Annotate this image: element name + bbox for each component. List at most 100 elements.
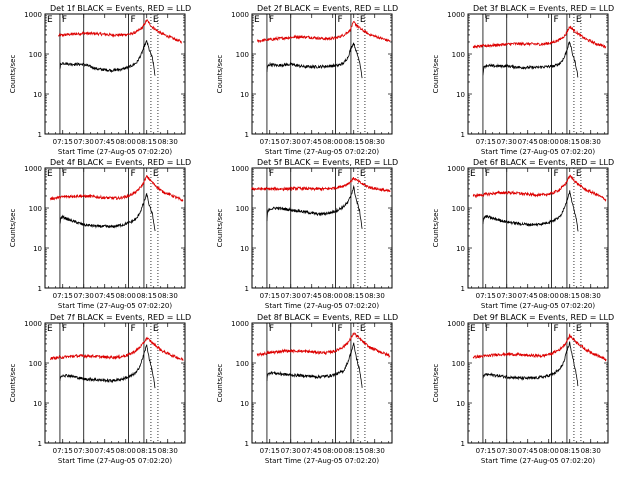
interval-label: F bbox=[131, 169, 136, 179]
x-tick-label: 07:30 bbox=[281, 447, 301, 455]
plot-frame bbox=[251, 13, 393, 135]
x-axis-label: Start Time (27-Aug-05 07:02:20) bbox=[481, 148, 595, 156]
panel-title: Det 6f BLACK = Events, RED = LLD bbox=[473, 158, 614, 167]
y-tick-label: 10 bbox=[33, 400, 42, 408]
interval-label: F bbox=[485, 169, 490, 179]
y-tick-label: 1 bbox=[461, 440, 465, 448]
x-tick-label: 07:45 bbox=[95, 292, 115, 300]
x-tick-label: 08:30 bbox=[581, 447, 601, 455]
x-axis-label: Start Time (27-Aug-05 07:02:20) bbox=[265, 148, 379, 156]
interval-label: E bbox=[360, 169, 366, 179]
x-tick-label: 07:30 bbox=[281, 292, 301, 300]
x-axis-label: Start Time (27-Aug-05 07:02:20) bbox=[481, 302, 595, 310]
x-tick-label: 07:15 bbox=[53, 138, 73, 146]
plot-frame bbox=[44, 322, 186, 444]
x-tick-label: 07:45 bbox=[518, 447, 538, 455]
y-axis-label: Counts/sec bbox=[216, 209, 224, 248]
y-axis-label: Counts/sec bbox=[216, 55, 224, 94]
x-axis-label: Start Time (27-Aug-05 07:02:20) bbox=[481, 457, 595, 465]
y-tick-label: 1000 bbox=[24, 320, 42, 328]
y-tick-label: 10 bbox=[33, 245, 42, 253]
interval-label: F bbox=[338, 169, 343, 179]
events-series-line bbox=[266, 342, 363, 388]
y-axis-label: Counts/sec bbox=[216, 364, 224, 403]
x-tick-label: 08:00 bbox=[539, 447, 559, 455]
interval-label: E bbox=[47, 15, 53, 25]
y-tick-label: 1 bbox=[38, 131, 42, 139]
panel-title: Det 7f BLACK = Events, RED = LLD bbox=[50, 313, 191, 322]
x-tick-label: 07:30 bbox=[74, 138, 94, 146]
interval-label: E bbox=[576, 15, 582, 25]
interval-label: F bbox=[62, 324, 67, 334]
x-tick-label: 07:45 bbox=[95, 447, 115, 455]
x-tick-label: 08:30 bbox=[158, 292, 178, 300]
x-tick-label: 08:15 bbox=[137, 138, 157, 146]
x-tick-label: 07:45 bbox=[518, 138, 538, 146]
x-tick-label: 07:15 bbox=[53, 292, 73, 300]
x-tick-label: 07:15 bbox=[476, 292, 496, 300]
y-tick-label: 10 bbox=[240, 245, 249, 253]
y-axis-label: Counts/sec bbox=[432, 209, 440, 248]
x-axis-label: Start Time (27-Aug-05 07:02:20) bbox=[265, 457, 379, 465]
x-tick-label: 07:30 bbox=[74, 292, 94, 300]
x-tick-label: 08:00 bbox=[539, 292, 559, 300]
y-tick-label: 10 bbox=[456, 245, 465, 253]
panel-title: Det 8f BLACK = Events, RED = LLD bbox=[257, 313, 398, 322]
events-series-line bbox=[59, 192, 156, 232]
x-tick-label: 08:30 bbox=[581, 138, 601, 146]
y-axis-label: Counts/sec bbox=[432, 55, 440, 94]
y-tick-label: 10 bbox=[456, 91, 465, 99]
interval-label: E bbox=[576, 169, 582, 179]
events-series-line bbox=[59, 40, 156, 76]
y-tick-label: 100 bbox=[452, 360, 465, 368]
plot-frame bbox=[251, 322, 393, 444]
plot-frame bbox=[251, 167, 393, 289]
interval-label: F bbox=[269, 169, 274, 179]
interval-label: E bbox=[47, 169, 53, 179]
x-tick-label: 07:30 bbox=[74, 447, 94, 455]
x-tick-label: 08:15 bbox=[137, 292, 157, 300]
x-tick-label: 07:30 bbox=[497, 447, 517, 455]
y-axis-label: Counts/sec bbox=[9, 364, 17, 403]
lld-series-line bbox=[257, 20, 391, 44]
y-tick-label: 1 bbox=[461, 131, 465, 139]
lld-series-line bbox=[58, 18, 182, 44]
y-tick-label: 1000 bbox=[24, 11, 42, 19]
events-series-line bbox=[482, 190, 579, 232]
interval-label: E bbox=[576, 324, 582, 334]
x-tick-label: 08:30 bbox=[365, 292, 385, 300]
x-tick-label: 07:15 bbox=[476, 138, 496, 146]
y-tick-label: 100 bbox=[452, 205, 465, 213]
interval-label: E bbox=[153, 15, 159, 25]
lld-series-line bbox=[472, 333, 607, 362]
x-tick-label: 08:00 bbox=[116, 138, 136, 146]
y-tick-label: 100 bbox=[236, 360, 249, 368]
x-tick-label: 08:00 bbox=[116, 447, 136, 455]
x-tick-label: 08:30 bbox=[158, 447, 178, 455]
lld-series-line bbox=[256, 332, 391, 359]
interval-label: E bbox=[153, 169, 159, 179]
panel-title: Det 5f BLACK = Events, RED = LLD bbox=[257, 158, 398, 167]
y-tick-label: 1 bbox=[245, 285, 249, 293]
x-tick-label: 07:45 bbox=[302, 138, 322, 146]
y-tick-label: 100 bbox=[29, 360, 42, 368]
x-tick-label: 07:30 bbox=[497, 292, 517, 300]
x-tick-label: 07:30 bbox=[497, 138, 517, 146]
x-tick-label: 08:15 bbox=[560, 138, 580, 146]
y-tick-label: 1 bbox=[245, 440, 249, 448]
y-tick-label: 100 bbox=[236, 205, 249, 213]
interval-label: F bbox=[131, 324, 136, 334]
interval-label: F bbox=[131, 15, 136, 25]
x-tick-label: 08:30 bbox=[158, 138, 178, 146]
y-tick-label: 1 bbox=[245, 131, 249, 139]
x-tick-label: 07:45 bbox=[518, 292, 538, 300]
interval-label: F bbox=[62, 15, 67, 25]
interval-label: E bbox=[254, 15, 260, 25]
y-tick-label: 100 bbox=[452, 51, 465, 59]
interval-label: F bbox=[554, 15, 559, 25]
x-tick-label: 08:30 bbox=[365, 447, 385, 455]
lld-series-line bbox=[49, 175, 184, 202]
y-axis-label: Counts/sec bbox=[432, 364, 440, 403]
x-tick-label: 08:00 bbox=[539, 138, 559, 146]
interval-label: F bbox=[485, 15, 490, 25]
